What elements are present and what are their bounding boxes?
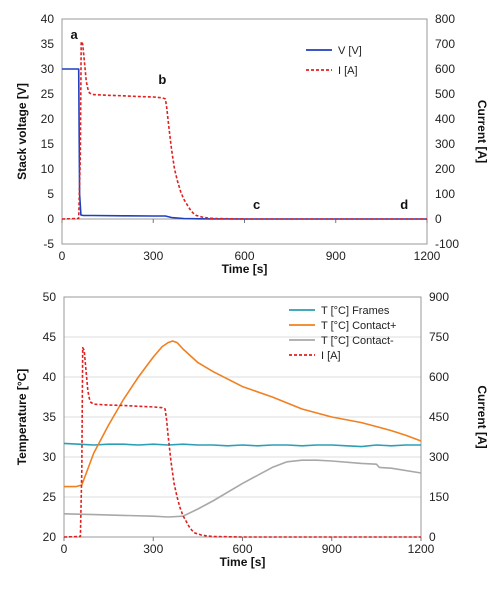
- series-line-1-0: [63, 442, 421, 448]
- annotation-0-1: b: [158, 72, 166, 87]
- x-tick-label-0-1: 300: [143, 249, 163, 263]
- y-left-tick-label-0-2: 5: [47, 187, 54, 201]
- legend-label-1-1: T [°C] Contact+: [321, 320, 396, 332]
- x-tick-label-1-0: 0: [61, 542, 68, 556]
- y-right-tick-label-1-6: 900: [429, 290, 449, 304]
- y-left-tick-label-0-7: 30: [41, 62, 55, 76]
- y-right-tick-label-0-5: 400: [435, 112, 455, 126]
- y-right-tick-label-1-5: 750: [429, 330, 449, 344]
- legend-label-1-2: T [°C] Contact-: [321, 335, 394, 347]
- series-line-1-2: [63, 459, 422, 518]
- annotation-0-0: a: [71, 27, 79, 42]
- y-left-tick-label-1-1: 25: [43, 490, 57, 504]
- y-left-tick-label-0-6: 25: [41, 87, 55, 101]
- y-right-tick-label-1-2: 300: [429, 450, 449, 464]
- y-right-tick-label-1-1: 150: [429, 490, 449, 504]
- legend-label-1-3: I [A]: [321, 350, 341, 362]
- y-left-tick-label-1-4: 40: [43, 370, 57, 384]
- plot-frame-0: [61, 18, 428, 245]
- legend-label-0-0: V [V]: [338, 45, 362, 57]
- y-left-tick-label-0-5: 20: [41, 112, 55, 126]
- y-left-tick-label-0-8: 35: [41, 37, 55, 51]
- y-right-tick-label-0-6: 500: [435, 87, 455, 101]
- x-tick-label-0-2: 600: [234, 249, 254, 263]
- y-right-tick-label-1-0: 0: [429, 530, 436, 544]
- y-left-tick-label-0-1: 0: [47, 212, 54, 226]
- y-right-tick-label-0-1: 0: [435, 212, 442, 226]
- y-right-tick-label-1-4: 600: [429, 370, 449, 384]
- series-line-1-1: [64, 340, 422, 488]
- y-right-tick-label-0-4: 300: [435, 137, 455, 151]
- y-left-tick-label-1-2: 30: [43, 450, 57, 464]
- series-line-1-3: [63, 346, 421, 538]
- y-left-tick-label-0-3: 10: [41, 162, 55, 176]
- series-line-0-0: [62, 68, 427, 220]
- y-left-tick-label-0-4: 15: [41, 137, 55, 151]
- y-right-axis-label-1: Current [A]: [475, 385, 489, 448]
- x-tick-label-1-2: 600: [232, 542, 252, 556]
- x-tick-label-0-4: 1200: [414, 249, 441, 263]
- y-right-tick-label-0-9: 800: [435, 12, 455, 26]
- x-tick-label-1-1: 300: [143, 542, 163, 556]
- legend-box-0: [300, 40, 422, 80]
- y-right-axis-label-0: Current [A]: [475, 100, 489, 163]
- y-left-axis-label-1: Temperature [°C]: [15, 369, 29, 466]
- y-left-axis-label-0: Stack voltage [V]: [15, 83, 29, 180]
- y-right-tick-label-1-3: 450: [429, 410, 449, 424]
- x-axis-label-0: Time [s]: [222, 262, 268, 276]
- y-left-tick-label-1-6: 50: [43, 290, 57, 304]
- y-right-tick-label-0-2: 100: [435, 187, 455, 201]
- x-tick-label-1-3: 900: [322, 542, 342, 556]
- y-left-tick-label-0-9: 40: [41, 12, 55, 26]
- legend-label-0-1: I [A]: [338, 65, 358, 77]
- x-axis-label-1: Time [s]: [220, 555, 266, 569]
- y-left-tick-label-1-0: 20: [43, 530, 57, 544]
- x-tick-label-0-3: 900: [326, 249, 346, 263]
- y-left-tick-label-1-3: 35: [43, 410, 57, 424]
- x-tick-label-1-4: 1200: [408, 542, 435, 556]
- y-right-tick-label-0-7: 600: [435, 62, 455, 76]
- y-right-tick-label-0-3: 200: [435, 162, 455, 176]
- series-line-0-1: [61, 40, 427, 220]
- y-left-tick-label-0-0: -5: [43, 237, 54, 251]
- y-right-tick-label-0-0: -100: [435, 237, 459, 251]
- y-left-tick-label-1-5: 45: [43, 330, 57, 344]
- annotation-0-2: c: [253, 197, 260, 212]
- annotation-0-3: d: [400, 197, 408, 212]
- x-tick-label-0-0: 0: [59, 249, 66, 263]
- y-right-tick-label-0-8: 700: [435, 37, 455, 51]
- legend-label-1-0: T [°C] Frames: [321, 305, 390, 317]
